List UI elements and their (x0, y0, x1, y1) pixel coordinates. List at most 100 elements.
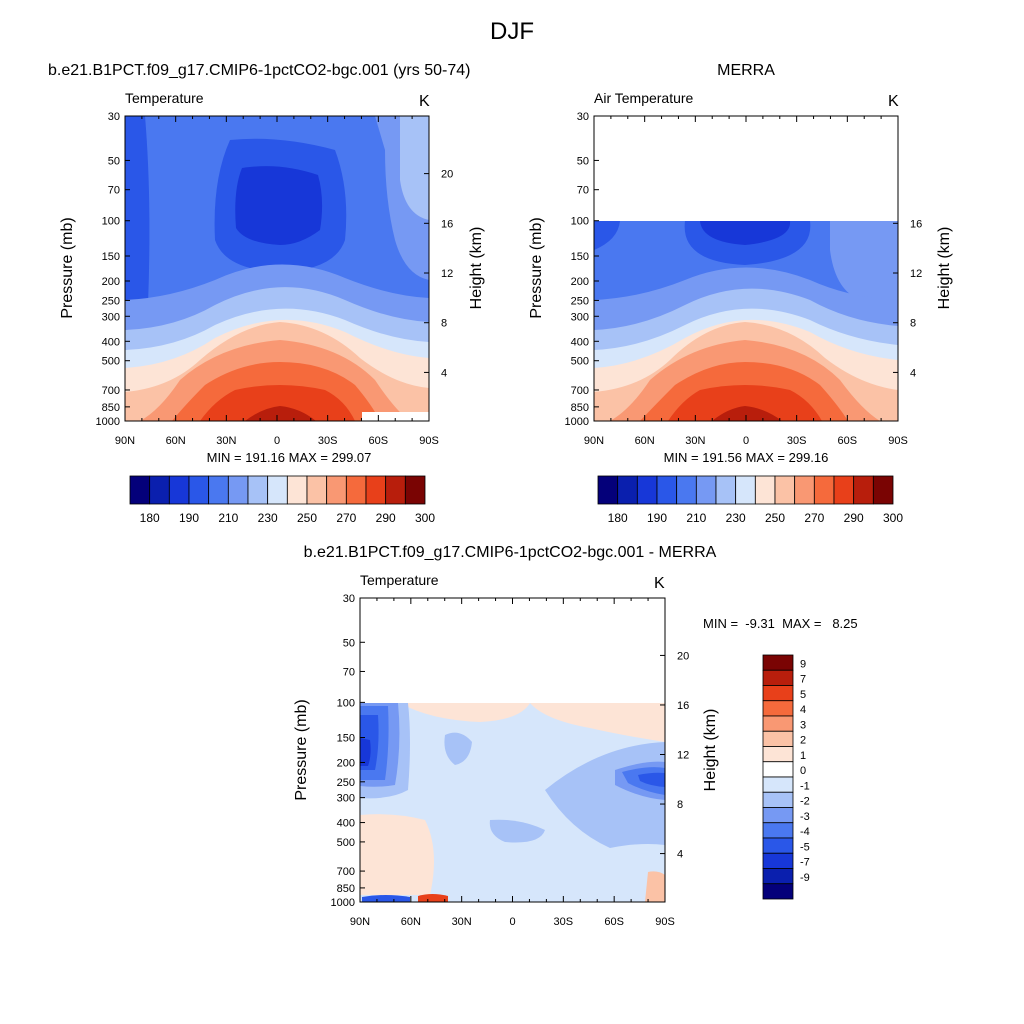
panel-subtitle: Temperature (360, 572, 439, 588)
y-tick-label: 50 (108, 155, 120, 167)
colorbar-swatch (762, 852, 794, 869)
colorbar-swatch (794, 475, 815, 505)
colorbar-swatch (774, 475, 796, 505)
x-tick-label: 30S (554, 916, 574, 928)
y2-tick-label: 4 (441, 367, 447, 379)
y-tick-label: 700 (102, 385, 120, 397)
colorbar-swatch (762, 730, 794, 747)
colorbar-swatch (636, 475, 658, 505)
x-tick-label: 0 (743, 435, 749, 447)
y-tick-label: 50 (577, 155, 589, 167)
colorbar-label: 290 (376, 511, 396, 525)
colorbar-label: 250 (297, 511, 317, 525)
y-tick-label: 200 (571, 276, 589, 288)
y-tick-label: 30 (108, 111, 120, 123)
y-tick-label: 850 (102, 402, 120, 414)
merra-contour-field (594, 221, 898, 421)
colorbar-swatch (326, 475, 347, 505)
merra-panel-title: MERRA (717, 62, 775, 79)
y-tick-label: 500 (102, 356, 120, 368)
y-tick-label: 400 (337, 818, 355, 830)
colorbar-swatch (247, 475, 269, 505)
colorbar-label: 270 (804, 511, 824, 525)
colorbar-label: 230 (726, 511, 746, 525)
colorbar-swatch (656, 475, 678, 505)
colorbar-label: -5 (800, 841, 810, 853)
model-panel-title: b.e21.B1PCT.f09_g17.CMIP6-1pctCO2-bgc.00… (48, 62, 471, 79)
contour-fill-220 (830, 221, 898, 315)
colorbar-label: 180 (140, 511, 160, 525)
colorbar-swatch (762, 776, 794, 793)
contour-fill-minus2d (489, 819, 545, 843)
merra-axes: 30 50 70 100 150 200 250 300 400 500 700 850 1000 16 1… (565, 111, 923, 447)
colorbar-label: 300 (415, 511, 435, 525)
units-label: K (888, 93, 899, 110)
colorbar-label: -1 (800, 780, 810, 792)
colorbar-swatch (617, 475, 638, 505)
x-tick-label: 0 (509, 916, 515, 928)
y2-axis-label: Height (km) (936, 227, 953, 310)
x-tick-label: 30N (685, 435, 705, 447)
x-tick-label: 60S (604, 916, 624, 928)
contour-fill-190 (700, 221, 791, 245)
y-tick-label: 300 (337, 793, 355, 805)
colorbar-swatch (267, 475, 288, 505)
y2-tick-label: 4 (910, 367, 916, 379)
colorbar-label: 230 (258, 511, 278, 525)
colorbar-swatch (762, 883, 794, 900)
colorbar-swatch (149, 475, 170, 505)
difference-min-max: MIN = -9.31 MAX = 8.25 (703, 616, 858, 631)
y2-axis-label: Height (km) (702, 709, 719, 792)
y-tick-label: 400 (571, 336, 589, 348)
y-tick-label: 400 (102, 336, 120, 348)
colorbar-swatch (695, 475, 717, 505)
min-max-label: MIN = 191.56 MAX = 299.16 (664, 450, 829, 465)
colorbar-swatch (597, 475, 619, 505)
colorbar-swatch (365, 475, 387, 505)
y-tick-label: 700 (337, 866, 355, 878)
colorbar-swatch (762, 868, 794, 885)
y-axis-label: Pressure (mb) (293, 699, 310, 800)
y2-tick-label: 8 (910, 318, 916, 330)
y-tick-label: 70 (108, 185, 120, 197)
y-tick-label: 500 (337, 837, 355, 849)
y2-tick-label: 8 (441, 318, 447, 330)
y-tick-label: 150 (571, 251, 589, 263)
colorbar-label: -3 (800, 811, 810, 823)
model-contour-field (125, 116, 429, 421)
figure-title: DJF (490, 18, 534, 45)
colorbar-label: 300 (883, 511, 903, 525)
contour-fill-minus2b (444, 732, 472, 765)
colorbar-swatch (762, 837, 794, 854)
min-max-label: MIN = 191.16 MAX = 299.07 (207, 450, 372, 465)
colorbar-label: 290 (844, 511, 864, 525)
y-tick-label: 30 (577, 111, 589, 123)
colorbar-swatch (762, 746, 794, 763)
difference-panel-title: b.e21.B1PCT.f09_g17.CMIP6-1pctCO2-bgc.00… (303, 544, 717, 561)
y-tick-label: 100 (102, 216, 120, 228)
model-axes: 30 50 70 100 150 200 250 300 400 500 700 850 1000 20 1… (96, 111, 454, 447)
y2-tick-label: 12 (441, 268, 453, 280)
colorbar-label: -2 (800, 796, 810, 808)
colorbar-swatch (872, 475, 894, 505)
colorbar-label: 190 (647, 511, 667, 525)
y-tick-label: 1000 (96, 416, 120, 428)
y2-tick-label: 12 (677, 750, 689, 762)
merra-colorbar: 180 190 210 230 250 270 290 300 (597, 475, 903, 525)
x-tick-label: 90N (115, 435, 135, 447)
y2-tick-label: 4 (677, 849, 683, 861)
panel-difference: Temperature K Pressure (mb) Height (km) … (293, 572, 810, 928)
colorbar-swatch (853, 475, 874, 505)
y2-tick-label: 16 (910, 218, 922, 230)
y-tick-label: 250 (571, 295, 589, 307)
y-tick-label: 1000 (565, 416, 589, 428)
x-tick-label: 60N (166, 435, 186, 447)
colorbar-label: -9 (800, 872, 810, 884)
difference-axes: 30 50 70 100 150 200 250 300 400 500 700 850 1000 20 1… (331, 593, 690, 928)
colorbar-swatch (385, 475, 406, 505)
colorbar-swatch (762, 685, 794, 702)
y-tick-label: 100 (571, 216, 589, 228)
colorbar-label: 1 (800, 750, 806, 762)
colorbar-swatch (762, 654, 794, 671)
y-tick-label: 70 (343, 666, 355, 678)
